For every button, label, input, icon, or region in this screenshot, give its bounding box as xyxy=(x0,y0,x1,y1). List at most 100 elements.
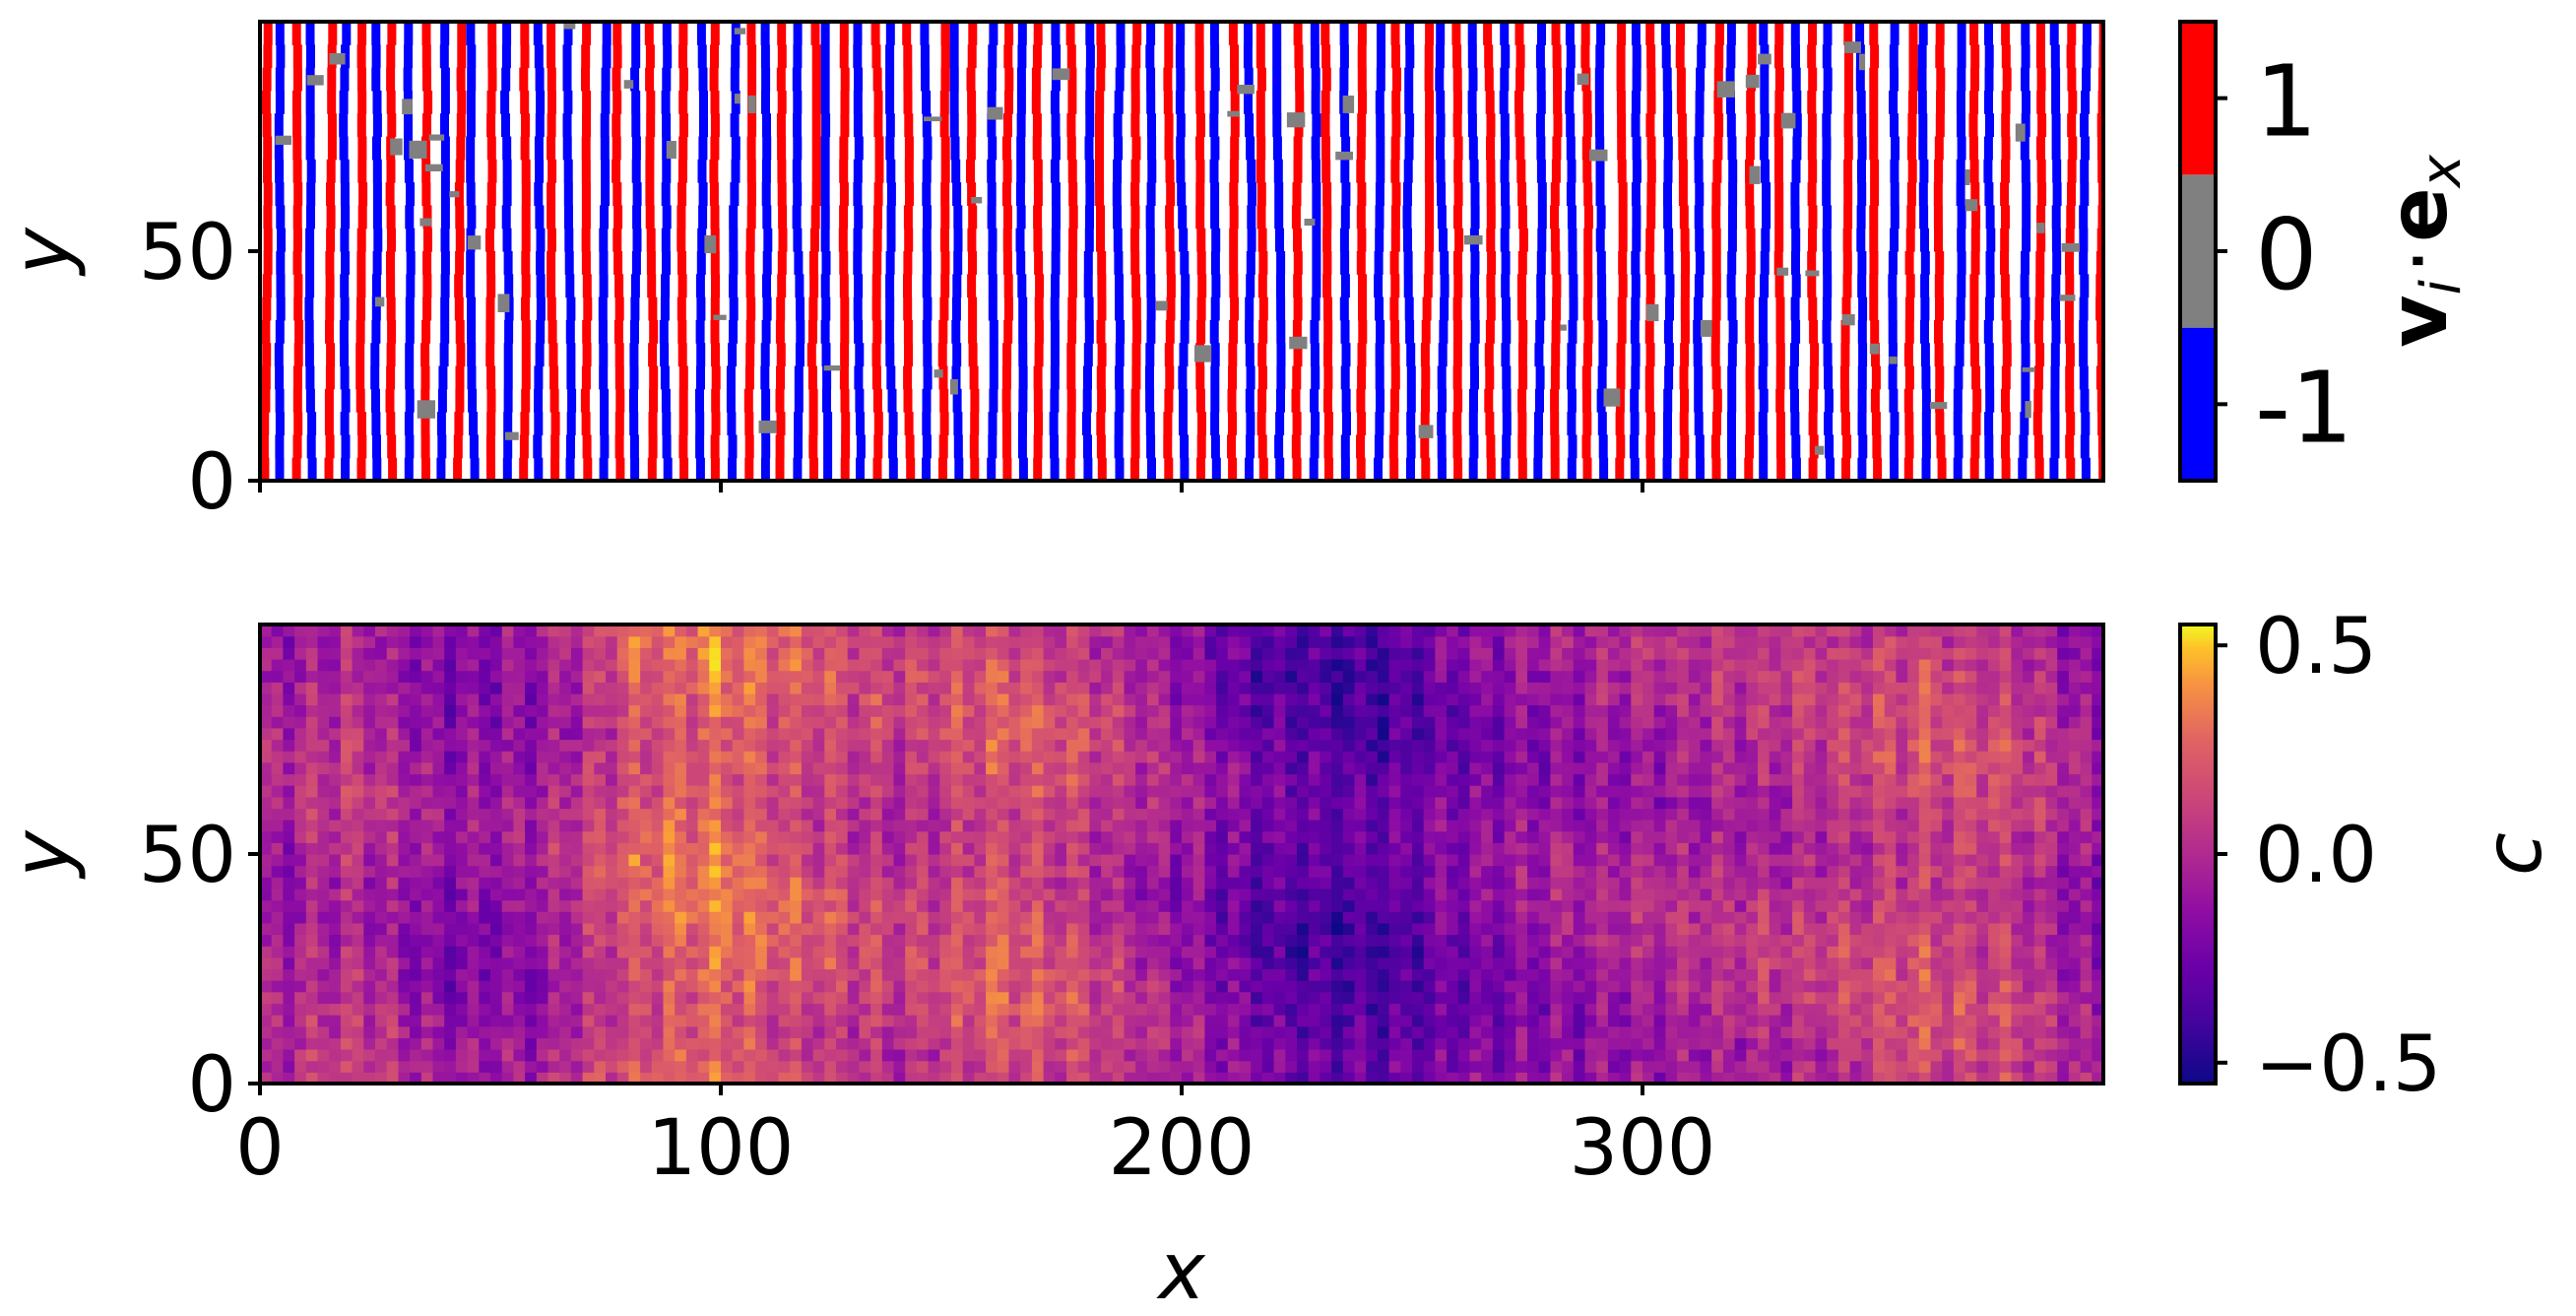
bottom-heatmap-cell xyxy=(755,625,768,637)
top-stripe-cell xyxy=(1957,251,1966,275)
bottom-heatmap-cell xyxy=(755,773,768,786)
top-stripe-cell xyxy=(324,388,334,413)
top-stripe-cell xyxy=(710,90,720,114)
top-stripe-cell xyxy=(339,113,349,138)
bottom-heatmap-cell xyxy=(386,820,399,832)
bottom-heatmap-cell xyxy=(812,796,825,810)
top-stripe-cell xyxy=(1869,90,1879,114)
top-stripe-cell xyxy=(454,296,464,321)
top-stripe-cell xyxy=(1760,90,1770,114)
bottom-heatmap-cell xyxy=(525,1072,538,1084)
top-stripe-cell xyxy=(1759,22,1769,45)
top-stripe-cell xyxy=(1582,296,1592,321)
bottom-heatmap-cell xyxy=(616,911,629,924)
bottom-heatmap-cell xyxy=(790,785,803,798)
top-stripe-cell xyxy=(1130,457,1139,481)
top-stripe-cell xyxy=(566,365,576,390)
bottom-heatmap-cell xyxy=(962,739,975,752)
bottom-heatmap-cell xyxy=(513,820,526,832)
top-stripe-cell xyxy=(1033,457,1043,481)
bottom-heatmap-cell xyxy=(628,670,641,683)
bottom-heatmap-cell xyxy=(651,991,665,1005)
bottom-heatmap-cell xyxy=(467,956,480,970)
bottom-heatmap-cell xyxy=(536,956,549,970)
bottom-heatmap-cell xyxy=(836,659,849,672)
bottom-heatmap-cell xyxy=(628,1025,641,1039)
bottom-heatmap-cell xyxy=(962,991,975,1005)
bottom-heatmap-cell xyxy=(916,956,930,970)
bottom-heatmap-cell xyxy=(928,682,940,694)
bottom-heatmap-cell xyxy=(283,991,295,1005)
bottom-heatmap-cell xyxy=(709,991,722,1005)
bottom-heatmap-cell xyxy=(986,670,998,683)
top-stripe-cell xyxy=(1209,113,1219,138)
bottom-heatmap-cell xyxy=(663,727,676,741)
top-stripe-cell xyxy=(1017,22,1027,45)
top-stripe-cell xyxy=(340,296,350,321)
top-stripe-cell xyxy=(839,136,849,161)
top-stripe-cell xyxy=(598,319,608,344)
bottom-heatmap-cell xyxy=(962,842,975,855)
bottom-heatmap-cell xyxy=(513,796,526,810)
bottom-heatmap-cell xyxy=(582,670,595,683)
top-stripe-cell xyxy=(2066,412,2076,435)
top-stripe-cell xyxy=(1921,412,1931,435)
bottom-heatmap-cell xyxy=(582,1015,595,1027)
top-stripe-cell xyxy=(1873,457,1883,481)
top-stripe-cell xyxy=(1033,205,1043,230)
top-stripe-cell xyxy=(1844,44,1853,69)
bottom-heatmap-cell xyxy=(444,1015,457,1027)
top-stripe-cell xyxy=(1726,90,1735,114)
bottom-heatmap-cell xyxy=(260,1015,273,1027)
bottom-heatmap-cell xyxy=(513,727,526,741)
top-stripe-cell xyxy=(422,274,432,298)
top-stripe-cell xyxy=(2022,228,2031,252)
top-stripe-cell xyxy=(328,22,338,45)
bottom-heatmap-cell xyxy=(513,980,526,993)
top-stripe-cell xyxy=(1679,205,1689,230)
top-stripe-cell xyxy=(263,159,272,183)
bottom-heatmap-cell xyxy=(766,877,780,889)
top-stripe-cell xyxy=(1468,67,1478,92)
bottom-heatmap-cell xyxy=(847,991,860,1005)
top-stripe-cell xyxy=(548,343,558,367)
bottom-heatmap-cell xyxy=(363,980,376,993)
top-stripe-cell xyxy=(2001,159,2010,183)
bottom-heatmap-cell xyxy=(398,1072,411,1084)
top-stripe-cell xyxy=(746,205,756,230)
top-stripe-cell xyxy=(793,182,803,206)
bottom-heatmap-cell xyxy=(628,888,641,901)
bottom-heatmap-cell xyxy=(928,865,940,878)
top-defect-cell xyxy=(505,431,519,440)
top-stripe-cell xyxy=(840,67,850,92)
bottom-heatmap-cell xyxy=(640,785,653,798)
top-stripe-cell xyxy=(1293,296,1303,321)
top-stripe-cell xyxy=(1292,457,1302,481)
top-stripe-cell xyxy=(696,22,706,45)
top-stripe-cell xyxy=(1583,319,1593,344)
top-defect-cell xyxy=(924,116,942,122)
top-stripe-cell xyxy=(1113,113,1123,138)
top-stripe-cell xyxy=(1272,67,1282,92)
top-stripe-cell xyxy=(2001,22,2011,45)
top-stripe-cell xyxy=(1662,457,1672,481)
top-stripe-cell xyxy=(1711,182,1721,206)
bottom-heatmap-cell xyxy=(594,773,607,786)
bottom-heatmap-cell xyxy=(951,1060,964,1073)
bottom-heatmap-cell xyxy=(905,704,918,717)
top-stripe-cell xyxy=(744,365,754,390)
top-stripe-cell xyxy=(1711,228,1721,252)
top-stripe-cell xyxy=(581,205,591,230)
top-stripe-cell xyxy=(987,182,997,206)
top-stripe-cell xyxy=(275,90,285,114)
top-stripe-cell xyxy=(1984,182,1994,206)
bottom-heatmap-cell xyxy=(962,1025,975,1039)
bottom-heatmap-cell xyxy=(582,899,595,912)
top-stripe-cell xyxy=(1357,113,1367,138)
top-stripe-cell xyxy=(486,388,496,413)
bottom-heatmap-cell xyxy=(974,899,987,912)
bottom-heatmap-cell xyxy=(594,704,607,717)
bottom-heatmap-cell xyxy=(479,647,491,660)
top-stripe-cell xyxy=(1826,457,1835,481)
top-stripe-cell xyxy=(1311,67,1320,92)
